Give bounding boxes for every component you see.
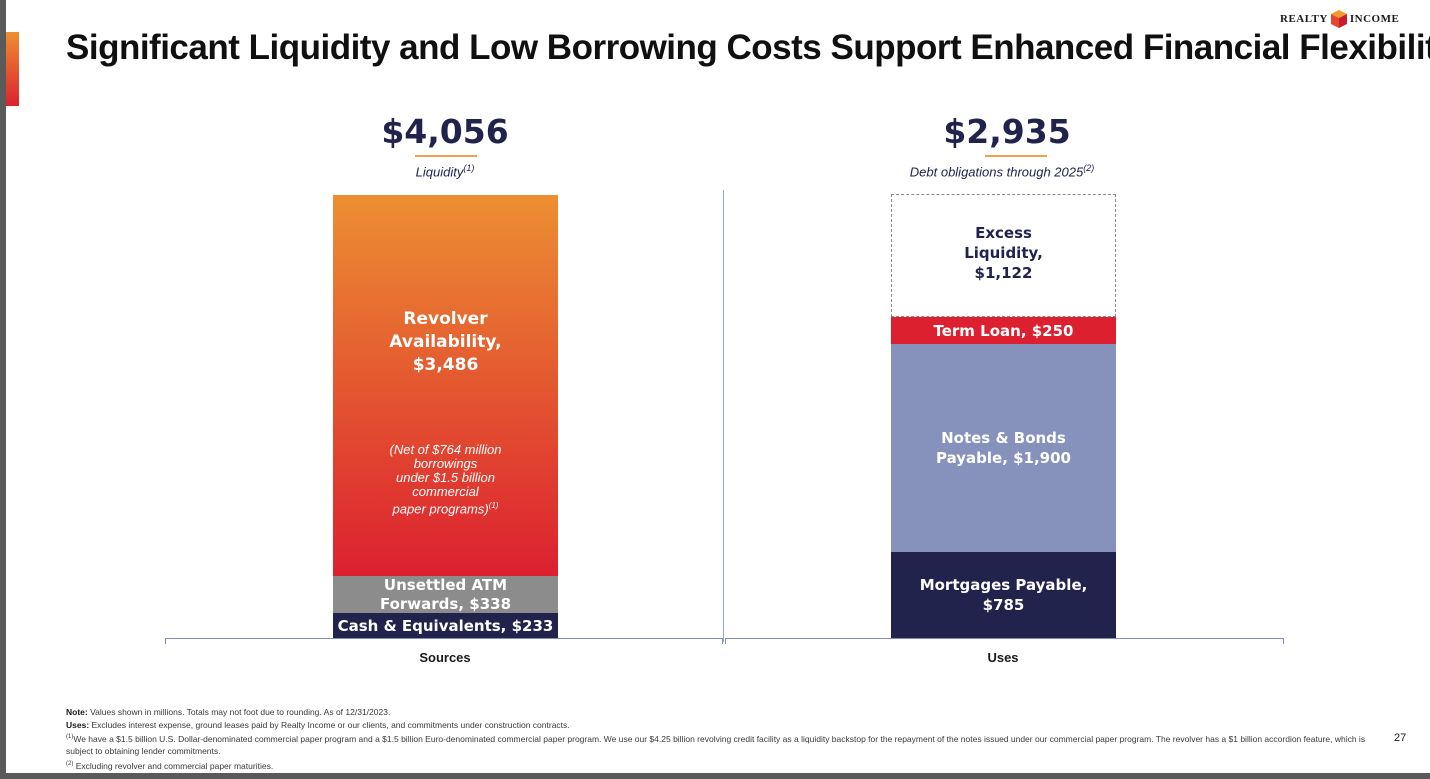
liquidity-label: Liquidity(1) — [415, 163, 475, 180]
axis-tick — [165, 638, 166, 644]
data-label: Unsettled ATM Forwards, $338 — [379, 575, 512, 613]
axis-tick — [722, 638, 723, 644]
data-label: Revolver Availability, $3,486 — [389, 309, 502, 375]
slide-frame-bottom — [0, 773, 1430, 779]
logo-cube-icon — [1330, 10, 1347, 28]
uses-axis-line — [725, 638, 1284, 639]
footnote-note: Note: Values shown in millions. Totals m… — [66, 707, 391, 717]
bar-segment-revolver-availability: Revolver Availability, $3,486 (Net of $76… — [333, 195, 558, 576]
x-tick-label-sources: Sources — [419, 650, 471, 665]
debt-obligations-total: $2,935 — [943, 112, 1071, 151]
data-label: Term Loan, $250 — [933, 321, 1074, 340]
footnotes: Note: Values shown in millions. Totals m… — [66, 706, 1376, 772]
data-label: Notes & Bonds Payable, $1,900 — [935, 429, 1071, 467]
center-divider — [723, 190, 724, 642]
segment-note: (Net of $764 million borrowings under $1… — [389, 442, 502, 517]
slide-title: Significant Liquidity and Low Borrowing … — [66, 28, 1430, 67]
title-accent-bar — [6, 32, 19, 106]
bar-segment-mortgages-payable: Mortgages Payable, $785 — [891, 552, 1116, 638]
footnote-2: (2) Excluding revolver and commercial pa… — [66, 760, 274, 771]
debt-total-underline — [985, 155, 1047, 157]
logo-text-right: INCOME — [1349, 13, 1400, 25]
x-tick-label-uses: Uses — [987, 650, 1019, 665]
bar-segment-term-loan: Term Loan, $250 — [891, 317, 1116, 344]
realty-income-logo: REALTY INCOME — [1280, 10, 1399, 28]
data-label: Cash & Equivalents, $233 — [337, 616, 554, 635]
liquidity-total: $4,056 — [381, 112, 509, 151]
logo-text-left: REALTY — [1280, 13, 1328, 25]
liquidity-total-underline — [415, 155, 477, 157]
slide-frame-left — [0, 0, 6, 779]
bar-segment-excess-liquidity: Excess Liquidity, $1,122 — [891, 194, 1116, 317]
bar-segment-cash-equivalents: Cash & Equivalents, $233 — [333, 613, 558, 638]
bar-segment-notes-bonds-payable: Notes & Bonds Payable, $1,900 — [891, 344, 1116, 552]
axis-tick — [1283, 638, 1284, 644]
sources-axis-line — [165, 638, 722, 639]
data-label: Mortgages Payable, $785 — [919, 576, 1088, 614]
page-number: 27 — [1394, 732, 1407, 744]
debt-obligations-label: Debt obligations through 2025(2) — [909, 163, 1095, 180]
footnote-1: (1)We have a $1.5 billion U.S. Dollar-de… — [66, 733, 1366, 757]
footnote-uses: Uses: Excludes interest expense, ground … — [66, 719, 570, 730]
bar-segment-unsettled-atm-forwards: Unsettled ATM Forwards, $338 — [333, 576, 558, 613]
data-label: Excess Liquidity, $1,122 — [964, 223, 1043, 282]
axis-tick — [725, 638, 726, 644]
